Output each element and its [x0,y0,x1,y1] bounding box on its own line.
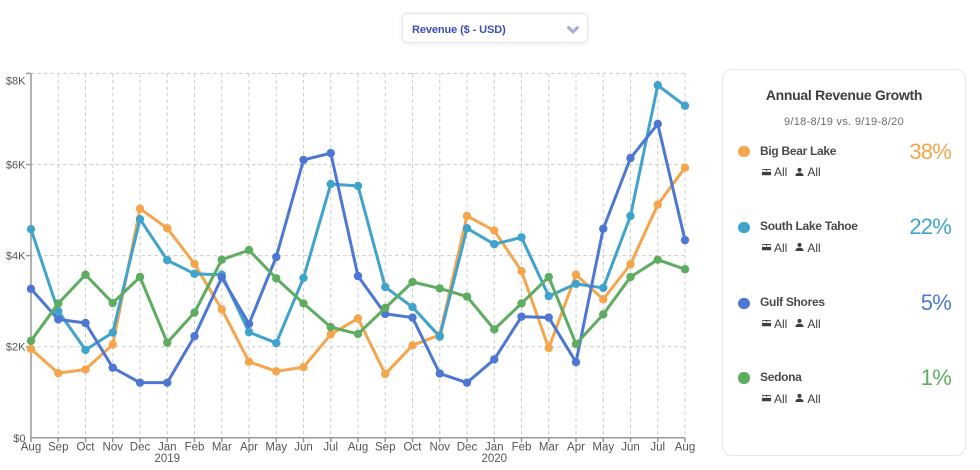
svg-text:Sep: Sep [375,441,395,453]
svg-text:$6K: $6K [6,160,26,172]
svg-text:Oct: Oct [404,441,423,453]
svg-text:Dec: Dec [130,441,151,453]
svg-text:Aug: Aug [21,441,41,453]
svg-text:Apr: Apr [240,441,258,453]
svg-text:Jan: Jan [158,441,177,453]
svg-text:2019: 2019 [154,453,180,465]
svg-text:$0: $0 [13,433,25,445]
svg-text:Nov: Nov [430,441,451,453]
svg-text:Jul: Jul [650,441,665,453]
svg-text:Oct: Oct [77,441,96,453]
svg-text:Jul: Jul [323,441,338,453]
svg-text:Jan: Jan [485,441,504,453]
svg-text:Aug: Aug [675,441,695,453]
svg-text:2020: 2020 [481,453,507,465]
svg-text:May: May [265,441,287,453]
svg-text:Nov: Nov [103,441,124,453]
svg-text:Apr: Apr [567,441,585,453]
svg-text:Sep: Sep [48,441,68,453]
svg-text:$8K: $8K [6,76,26,88]
svg-text:Jun: Jun [621,441,640,453]
svg-text:$4K: $4K [6,251,26,263]
svg-text:Jun: Jun [294,441,313,453]
svg-text:May: May [592,441,614,453]
svg-text:$2K: $2K [6,342,26,354]
svg-text:Dec: Dec [457,441,478,453]
svg-text:Mar: Mar [539,441,559,453]
svg-text:Feb: Feb [185,441,205,453]
svg-text:Mar: Mar [212,441,232,453]
svg-text:Feb: Feb [512,441,532,453]
svg-text:Aug: Aug [348,441,368,453]
